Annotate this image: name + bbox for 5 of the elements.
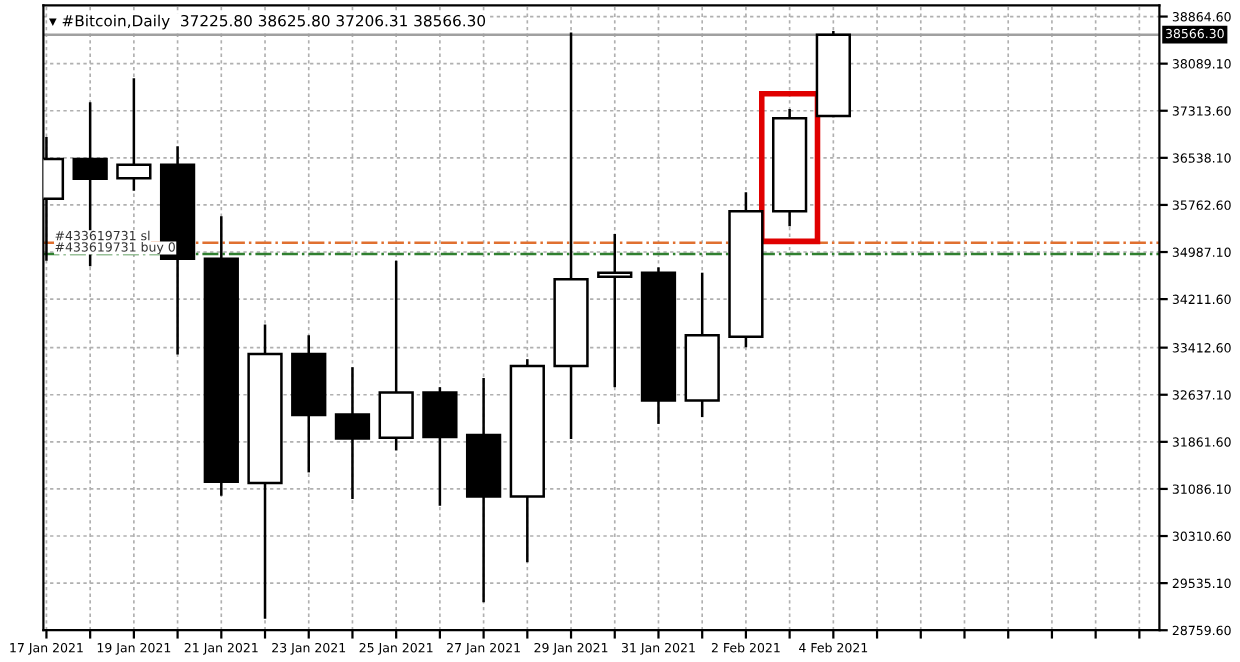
candlestick (116, 77, 152, 193)
candlestick (378, 259, 414, 452)
candlestick (597, 232, 633, 389)
candlestick (334, 365, 371, 501)
candlestick (422, 385, 458, 508)
